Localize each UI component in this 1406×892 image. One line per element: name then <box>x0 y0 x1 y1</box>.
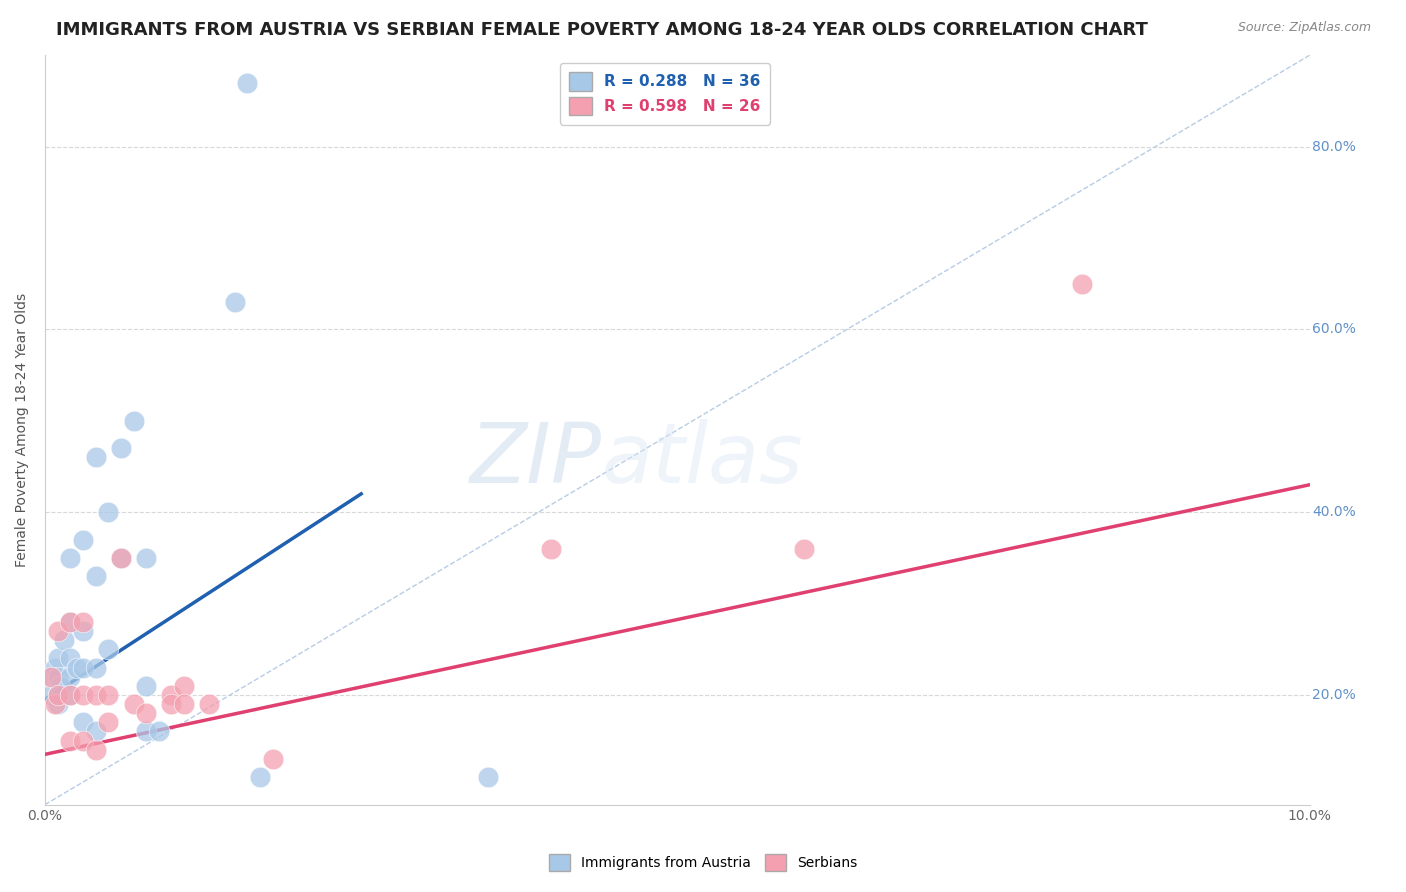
Point <box>262 752 284 766</box>
Text: Source: ZipAtlas.com: Source: ZipAtlas.com <box>1237 21 1371 34</box>
Point <box>59 615 82 629</box>
Text: 60.0%: 60.0% <box>1312 322 1357 336</box>
Text: 20.0%: 20.0% <box>1312 688 1355 702</box>
Y-axis label: Female Poverty Among 18-24 Year Olds: Female Poverty Among 18-24 Year Olds <box>15 293 30 567</box>
Point <box>46 624 69 638</box>
Point <box>59 651 82 665</box>
Point <box>249 770 271 784</box>
Point <box>110 550 132 565</box>
Point <box>44 697 66 711</box>
Point <box>122 697 145 711</box>
Text: atlas: atlas <box>602 419 803 500</box>
Point <box>97 715 120 730</box>
Point <box>72 624 94 638</box>
Point <box>84 450 107 465</box>
Point <box>84 660 107 674</box>
Point <box>84 569 107 583</box>
Text: 80.0%: 80.0% <box>1312 139 1357 153</box>
Point <box>1071 277 1094 291</box>
Point <box>477 770 499 784</box>
Point <box>84 724 107 739</box>
Point <box>110 441 132 455</box>
Point <box>59 615 82 629</box>
Text: 40.0%: 40.0% <box>1312 505 1355 519</box>
Point <box>173 679 195 693</box>
Point <box>135 706 157 721</box>
Point <box>65 660 87 674</box>
Text: IMMIGRANTS FROM AUSTRIA VS SERBIAN FEMALE POVERTY AMONG 18-24 YEAR OLDS CORRELAT: IMMIGRANTS FROM AUSTRIA VS SERBIAN FEMAL… <box>56 21 1149 38</box>
Point <box>97 642 120 657</box>
Point <box>72 715 94 730</box>
Point <box>46 670 69 684</box>
Point <box>198 697 221 711</box>
Point <box>59 688 82 702</box>
Point <box>84 688 107 702</box>
Point <box>72 615 94 629</box>
Text: ZIP: ZIP <box>470 419 602 500</box>
Point <box>59 688 82 702</box>
Point <box>72 733 94 747</box>
Point <box>793 541 815 556</box>
Point <box>72 688 94 702</box>
Point <box>160 697 183 711</box>
Legend: Immigrants from Austria, Serbians: Immigrants from Austria, Serbians <box>544 848 862 876</box>
Point <box>97 505 120 519</box>
Point <box>39 670 62 684</box>
Point <box>173 697 195 711</box>
Point <box>122 414 145 428</box>
Point <box>148 724 170 739</box>
Point <box>110 550 132 565</box>
Point <box>46 697 69 711</box>
Point <box>46 688 69 702</box>
Point <box>160 688 183 702</box>
Point <box>84 743 107 757</box>
Point <box>135 550 157 565</box>
Point <box>135 724 157 739</box>
Point <box>540 541 562 556</box>
Point <box>59 550 82 565</box>
Point <box>135 679 157 693</box>
Point <box>44 660 66 674</box>
Point <box>72 533 94 547</box>
Point <box>224 294 246 309</box>
Legend: R = 0.288   N = 36, R = 0.598   N = 26: R = 0.288 N = 36, R = 0.598 N = 26 <box>560 62 769 125</box>
Point <box>39 688 62 702</box>
Point <box>59 733 82 747</box>
Point <box>46 688 69 702</box>
Point <box>236 76 259 90</box>
Point <box>46 651 69 665</box>
Point <box>59 670 82 684</box>
Point <box>39 670 62 684</box>
Point <box>49 679 72 693</box>
Point <box>97 688 120 702</box>
Point <box>52 633 75 648</box>
Point <box>72 660 94 674</box>
